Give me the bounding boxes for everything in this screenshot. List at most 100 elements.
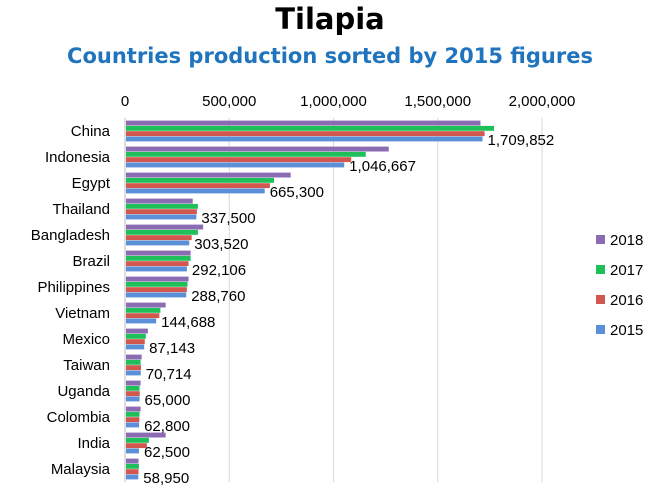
bar-2016 bbox=[126, 365, 142, 371]
data-label: 665,300 bbox=[270, 184, 324, 201]
bar-2015 bbox=[126, 266, 187, 272]
bar-2017 bbox=[126, 177, 275, 183]
bar-2016 bbox=[126, 287, 187, 293]
bar-2015 bbox=[126, 214, 197, 220]
bar-2018 bbox=[126, 224, 204, 230]
bar-2017 bbox=[126, 151, 366, 157]
bar-2018 bbox=[126, 406, 141, 412]
data-label: 87,143 bbox=[149, 340, 195, 357]
data-label: 62,500 bbox=[144, 444, 190, 461]
bar-2018 bbox=[126, 198, 193, 204]
category-label: Brazil bbox=[72, 253, 110, 270]
labels: 0 500,000 1,000,000 1,500,000 2,000,000 China… bbox=[31, 93, 576, 487]
bar-2018 bbox=[126, 276, 189, 282]
bar-2017 bbox=[126, 125, 495, 131]
bar-2017 bbox=[126, 333, 146, 339]
legend-label: 2015 bbox=[610, 322, 643, 339]
data-label: 65,000 bbox=[145, 392, 191, 409]
chart-title: Tilapia bbox=[275, 2, 385, 36]
legend-swatch-2015 bbox=[596, 325, 605, 334]
category-label: Mexico bbox=[62, 331, 110, 348]
data-label: 62,800 bbox=[144, 418, 190, 435]
bar-2017 bbox=[126, 359, 141, 365]
bar-2018 bbox=[126, 172, 291, 178]
bars bbox=[126, 120, 495, 480]
legend-label: 2018 bbox=[610, 232, 643, 249]
bar-2017 bbox=[126, 255, 191, 261]
bar-2016 bbox=[126, 261, 189, 267]
bar-2016 bbox=[126, 209, 197, 215]
data-label: 303,520 bbox=[194, 236, 248, 253]
bar-2016 bbox=[126, 131, 485, 137]
category-label: Indonesia bbox=[45, 149, 111, 166]
legend-label: 2016 bbox=[610, 292, 643, 309]
category-label: Taiwan bbox=[63, 357, 110, 374]
data-label: 1,046,667 bbox=[349, 158, 416, 175]
bar-2017 bbox=[126, 463, 139, 469]
category-label: Malaysia bbox=[51, 461, 111, 478]
x-tick-label: 500,000 bbox=[202, 93, 256, 110]
data-label: 337,500 bbox=[201, 210, 255, 227]
bar-2015 bbox=[126, 318, 157, 324]
bar-2016 bbox=[126, 313, 160, 319]
category-label: China bbox=[71, 123, 111, 140]
category-label: India bbox=[77, 435, 110, 452]
category-label: Thailand bbox=[52, 201, 110, 218]
legend-label: 2017 bbox=[610, 262, 643, 279]
bar-2017 bbox=[126, 229, 198, 235]
legend: 2018 2017 2016 2015 bbox=[596, 232, 643, 339]
bar-2017 bbox=[126, 307, 161, 313]
bar-2016 bbox=[126, 417, 140, 423]
x-tick-label: 2,000,000 bbox=[509, 93, 576, 110]
bar-2018 bbox=[126, 432, 166, 438]
bar-2015 bbox=[126, 474, 139, 480]
bar-2015 bbox=[126, 162, 345, 168]
x-tick-label: 1,500,000 bbox=[404, 93, 471, 110]
category-label: Egypt bbox=[72, 175, 111, 192]
bar-2016 bbox=[126, 235, 192, 241]
bar-2016 bbox=[126, 443, 147, 449]
bar-2016 bbox=[126, 339, 145, 345]
data-label: 1,709,852 bbox=[488, 132, 555, 149]
legend-swatch-2017 bbox=[596, 265, 605, 274]
data-label: 288,760 bbox=[191, 288, 245, 305]
legend-swatch-2018 bbox=[596, 235, 605, 244]
bar-2018 bbox=[126, 146, 389, 152]
bar-2017 bbox=[126, 281, 188, 287]
bar-2016 bbox=[126, 469, 139, 475]
category-label: Vietnam bbox=[55, 305, 110, 322]
bar-2017 bbox=[126, 203, 198, 209]
legend-swatch-2016 bbox=[596, 295, 605, 304]
bar-2017 bbox=[126, 437, 149, 443]
gridlines bbox=[124, 118, 543, 482]
bar-2015 bbox=[126, 344, 145, 350]
bar-2018 bbox=[126, 328, 148, 334]
bar-2015 bbox=[126, 396, 140, 402]
category-label: Colombia bbox=[47, 409, 111, 426]
bar-2015 bbox=[126, 448, 140, 454]
bar-2018 bbox=[126, 354, 142, 360]
chart-subtitle: Countries production sorted by 2015 figu… bbox=[67, 44, 593, 68]
bar-2017 bbox=[126, 411, 140, 417]
bar-2017 bbox=[126, 385, 140, 391]
data-label: 70,714 bbox=[146, 366, 192, 383]
bar-2016 bbox=[126, 183, 270, 189]
x-tick-label: 1,000,000 bbox=[300, 93, 367, 110]
bar-2018 bbox=[126, 458, 139, 464]
bar-2015 bbox=[126, 370, 141, 376]
bar-2015 bbox=[126, 188, 265, 194]
data-label: 58,950 bbox=[143, 470, 189, 487]
bar-2018 bbox=[126, 302, 166, 308]
bar-2015 bbox=[126, 136, 483, 142]
bar-2015 bbox=[126, 240, 190, 246]
bar-2018 bbox=[126, 380, 141, 386]
bar-2018 bbox=[126, 120, 481, 126]
category-label: Philippines bbox=[37, 279, 110, 296]
category-label: Uganda bbox=[57, 383, 110, 400]
bar-2015 bbox=[126, 292, 187, 298]
data-label: 292,106 bbox=[192, 262, 246, 279]
bar-2015 bbox=[126, 422, 140, 428]
data-label: 144,688 bbox=[161, 314, 215, 331]
bar-2016 bbox=[126, 157, 352, 163]
